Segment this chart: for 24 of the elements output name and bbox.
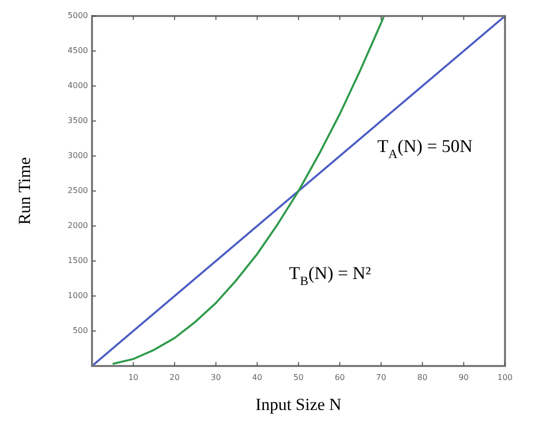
x-tick-label: 90 <box>458 373 469 382</box>
y-tick-label: 5000 <box>68 11 88 20</box>
y-tick-label: 500 <box>72 326 88 336</box>
y-tick-label: 4500 <box>68 46 88 56</box>
y-tick-label: 1500 <box>68 256 88 266</box>
y-tick-label: 3000 <box>68 151 88 160</box>
y-tick-label: 1000 <box>68 291 88 300</box>
x-tick-label: 80 <box>417 373 428 382</box>
x-tick-label: 10 <box>128 373 138 382</box>
x-tick-label: 100 <box>497 373 513 382</box>
x-tick-label: 60 <box>334 373 345 382</box>
x-tick-label: 20 <box>170 373 180 382</box>
x-tick-label: 40 <box>252 373 262 382</box>
annotation: T$_{A}$(N) = 50N <box>377 136 473 161</box>
x-tick-label: 70 <box>376 373 386 382</box>
annotation: T$_{B}$(N) = N² <box>289 263 371 288</box>
x-axis-title: Input Size N <box>256 395 342 414</box>
y-tick-label: 2500 <box>68 186 88 196</box>
y-axis-title: Run Time <box>15 157 34 225</box>
y-tick-label: 2000 <box>68 221 88 230</box>
y-tick-label: 4000 <box>68 81 88 90</box>
x-tick-label: 30 <box>210 373 221 382</box>
x-tick-label: 50 <box>293 373 304 382</box>
y-tick-label: 3500 <box>68 116 88 126</box>
